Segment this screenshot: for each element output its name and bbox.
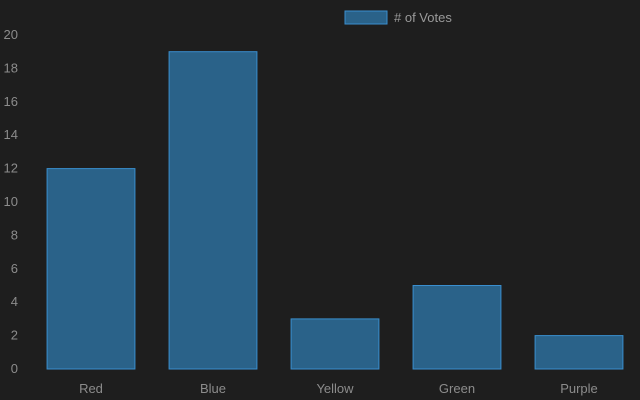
x-axis: Red Blue Yellow Green Purple: [79, 381, 598, 396]
x-tick-label-blue: Blue: [200, 381, 226, 396]
y-tick-label: 10: [4, 194, 18, 209]
y-tick-label: 6: [11, 261, 18, 276]
x-tick-label-yellow: Yellow: [316, 381, 354, 396]
y-tick-label: 2: [11, 328, 18, 343]
bar-yellow[interactable]: [290, 318, 380, 370]
y-tick-label: 18: [4, 60, 18, 75]
x-tick-label-red: Red: [79, 381, 103, 396]
y-tick-label: 16: [4, 94, 18, 109]
y-tick-label: 12: [4, 161, 18, 176]
y-tick-label: 4: [11, 294, 18, 309]
y-tick-label: 20: [4, 27, 18, 42]
bar-red[interactable]: [46, 168, 136, 370]
y-axis: 0 2 4 6 8 10 12 14 16 18 20: [4, 27, 18, 376]
bar-green[interactable]: [412, 285, 502, 370]
x-tick-label-purple: Purple: [560, 381, 598, 396]
bar-purple[interactable]: [534, 335, 624, 370]
bar-blue[interactable]: [168, 51, 258, 370]
y-tick-label: 0: [11, 361, 18, 376]
y-tick-label: 14: [4, 127, 18, 142]
x-tick-label-green: Green: [439, 381, 475, 396]
legend-label-votes: # of Votes: [394, 10, 452, 25]
bar-series: [46, 51, 624, 370]
y-tick-label: 8: [11, 227, 18, 242]
legend[interactable]: # of Votes: [344, 10, 452, 25]
legend-swatch-votes: [344, 10, 388, 25]
